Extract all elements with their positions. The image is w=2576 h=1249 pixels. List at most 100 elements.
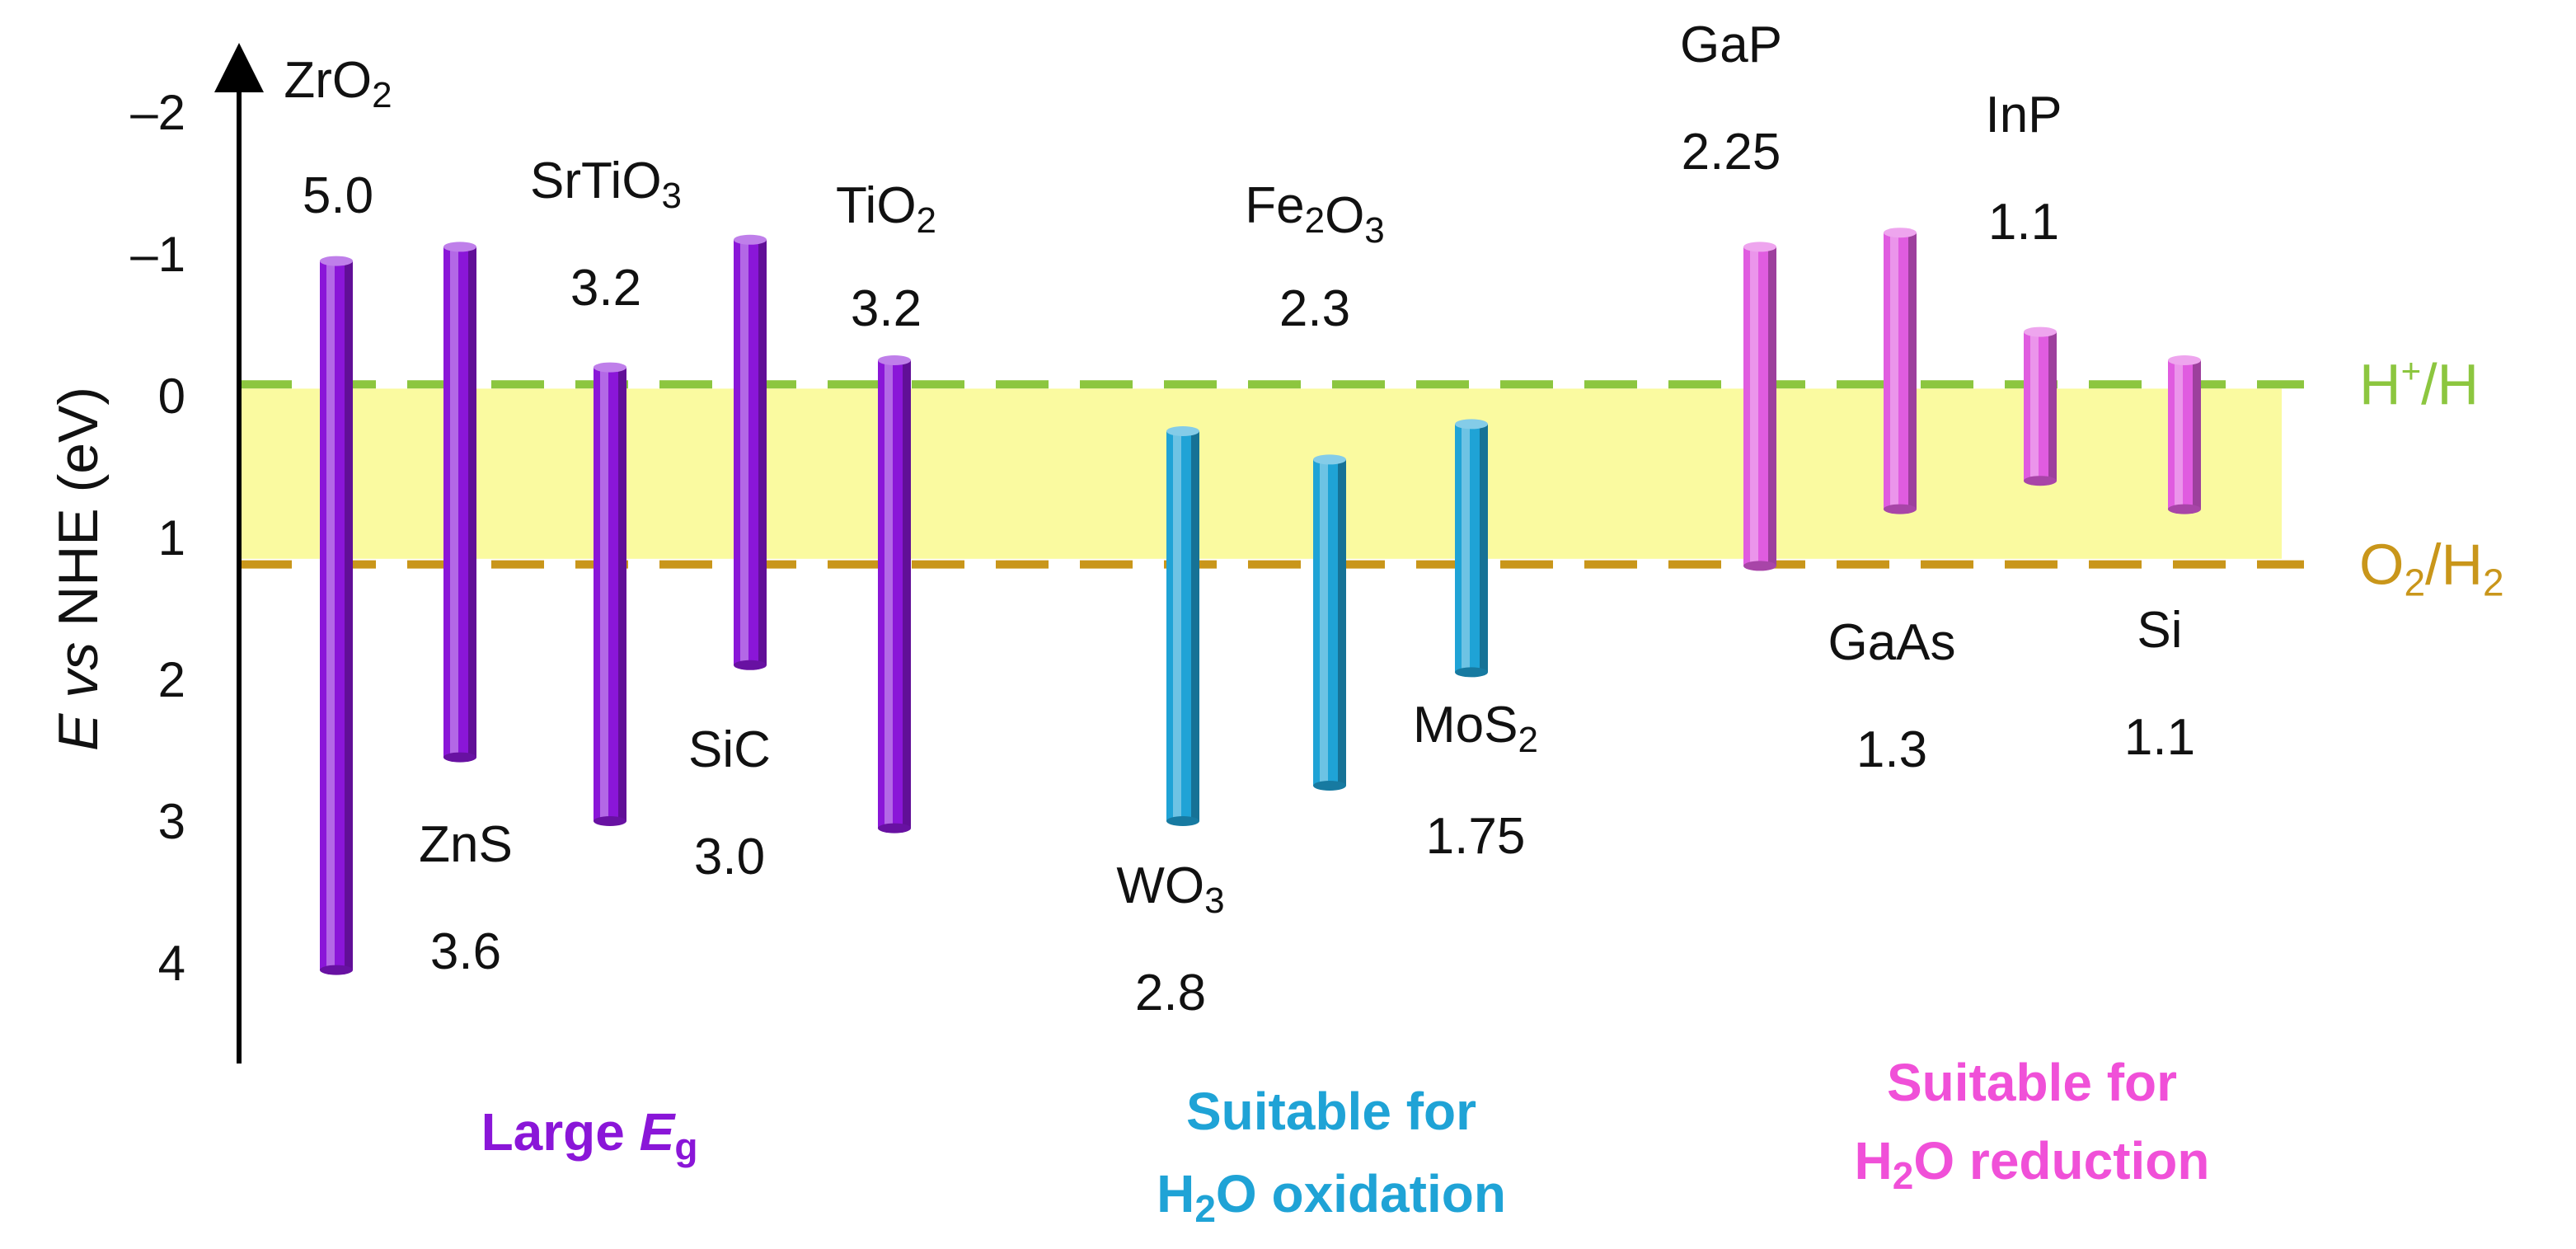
material-name-zro2: ZrO2 — [284, 52, 392, 115]
material-name-wo3: WO3 — [1116, 857, 1224, 921]
bar-cap — [1884, 228, 1917, 238]
band-gap-zns: 3.6 — [430, 923, 501, 980]
group-label-large: Large Eg — [481, 1102, 698, 1168]
bar-gaas — [1884, 228, 1917, 514]
bar-cap — [1313, 454, 1346, 465]
bar-zro2 — [320, 256, 353, 975]
band-gap-gap: 2.25 — [1682, 124, 1781, 181]
bar-si — [2168, 355, 2201, 514]
bar-highlight — [740, 239, 748, 665]
y-tick-label: 2 — [158, 652, 185, 707]
bar-shadow — [468, 247, 476, 758]
band-gap-zro2: 5.0 — [303, 167, 373, 224]
group-label-oxidation: Suitable for — [1186, 1082, 1476, 1141]
bar-shadow — [1480, 424, 1488, 673]
y-tick-label: –1 — [130, 227, 185, 282]
bar-cap — [734, 234, 767, 245]
group-label-reduction-line2: H2O reduction — [1855, 1131, 2210, 1197]
bar-foot — [594, 816, 626, 826]
bar-cap — [1455, 419, 1488, 430]
bar-foot — [734, 660, 767, 670]
y-tick-label: 1 — [158, 510, 185, 566]
y-axis-label: E vs NHE (eV) — [47, 387, 110, 751]
y-tick-label: 0 — [158, 369, 185, 424]
group-label-reduction: Suitable for — [1887, 1053, 2177, 1112]
bar-cap — [594, 362, 626, 373]
bar-highlight — [600, 367, 608, 822]
bar-foot — [878, 823, 911, 833]
bar-highlight — [1173, 431, 1181, 821]
bar-foot — [2168, 504, 2201, 514]
band-gap-sic: 3.0 — [694, 829, 765, 885]
bar-cap — [443, 242, 476, 252]
bar-shadow — [1191, 431, 1199, 821]
material-name-mos2: MoS2 — [1413, 697, 1538, 760]
y-tick-label: –2 — [130, 85, 185, 140]
material-name-zns: ZnS — [419, 816, 513, 873]
bar-mos2 — [1455, 419, 1488, 678]
bar-highlight — [2030, 331, 2039, 481]
bar-shadow — [618, 367, 626, 822]
bar-zns — [443, 242, 476, 763]
material-name-fe2o3: Fe2O3 — [1245, 177, 1385, 251]
band-gap-fe2o3: 2.3 — [1279, 280, 1350, 337]
bar-shadow — [2193, 360, 2201, 509]
material-name-tio2: TiO2 — [836, 177, 936, 241]
band-gap-srtio3: 3.2 — [570, 260, 641, 317]
bar-highlight — [1890, 232, 1898, 509]
bar-highlight — [326, 261, 335, 970]
bar-cap — [1166, 426, 1199, 436]
bar-foot — [1166, 816, 1199, 826]
bar-foot — [1455, 667, 1488, 678]
bar-shadow — [903, 360, 911, 829]
group-label-oxidation-line2: H2O oxidation — [1157, 1164, 1506, 1230]
bar-foot — [443, 752, 476, 763]
material-name-inp: InP — [1985, 87, 2062, 143]
bar-highlight — [884, 360, 893, 829]
bar-shadow — [1768, 247, 1776, 566]
material-name-gap: GaP — [1680, 16, 1782, 73]
bar-highlight — [2175, 360, 2183, 509]
y-tick-label: 3 — [158, 794, 185, 849]
bar-gap — [1743, 242, 1776, 571]
material-name-sic: SiC — [688, 721, 771, 778]
bar-srtio3 — [594, 362, 626, 826]
bar-cap — [320, 256, 353, 266]
band-gap-gaas: 1.3 — [1856, 721, 1927, 778]
bar-shadow — [758, 239, 767, 665]
bar-highlight — [1750, 247, 1758, 566]
bar-shadow — [2048, 331, 2057, 481]
material-name-si: Si — [2137, 602, 2182, 659]
bar-foot — [2024, 476, 2057, 486]
material-name-srtio3: SrTiO3 — [530, 153, 682, 216]
bar-fe2o3 — [1313, 454, 1346, 791]
band-gap-wo3: 2.8 — [1135, 965, 1206, 1021]
bar-sic — [734, 234, 767, 670]
bar-cap — [1743, 242, 1776, 252]
y-axis-label-rest: NHE (eV) — [47, 387, 110, 627]
bar-cap — [2024, 326, 2057, 337]
bar-tio2 — [878, 355, 911, 833]
bar-shadow — [345, 261, 353, 970]
bar-cap — [878, 355, 911, 365]
bar-shadow — [1908, 232, 1917, 509]
band-gap-si: 1.1 — [2124, 709, 2195, 766]
y-axis-label-vs: vs — [47, 642, 110, 698]
bar-highlight — [450, 247, 458, 758]
band-gap-tio2: 3.2 — [851, 280, 922, 337]
bar-foot — [1313, 781, 1346, 791]
h-plus-h-label: H+/H — [2359, 351, 2479, 416]
bar-cap — [2168, 355, 2201, 365]
bar-inp — [2024, 326, 2057, 486]
y-tick-label: 4 — [158, 936, 185, 991]
bar-shadow — [1338, 459, 1346, 786]
band-gap-inp: 1.1 — [1988, 194, 2059, 251]
bar-foot — [320, 965, 353, 975]
material-labels-group: ZrO2 5.0 ZnS 3.6 SrTiO3 3.2 SiC 3.0 TiO2 3.2 WO3 2.… — [284, 16, 2195, 1021]
band-gap-mos2: 1.75 — [1426, 808, 1526, 865]
bar-foot — [1743, 561, 1776, 571]
bar-highlight — [1320, 459, 1328, 786]
bar-wo3 — [1166, 426, 1199, 826]
y-tick-labels: –2 –1 0 1 2 3 4 — [130, 85, 185, 991]
